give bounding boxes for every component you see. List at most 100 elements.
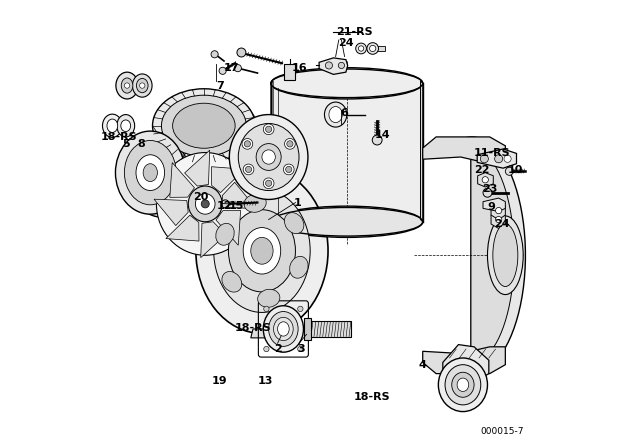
Text: 20: 20 [193, 192, 208, 202]
Text: 17: 17 [224, 63, 239, 73]
Ellipse shape [238, 124, 299, 190]
Polygon shape [491, 211, 506, 228]
Polygon shape [423, 137, 506, 164]
Polygon shape [222, 182, 257, 209]
Polygon shape [170, 163, 195, 198]
Circle shape [284, 164, 294, 175]
Ellipse shape [147, 156, 179, 194]
Ellipse shape [290, 256, 308, 278]
Text: 3: 3 [298, 344, 305, 354]
Circle shape [339, 62, 344, 69]
Text: 1: 1 [293, 198, 301, 207]
Text: 4: 4 [419, 360, 426, 370]
Ellipse shape [271, 68, 423, 99]
Text: 7: 7 [216, 81, 224, 90]
Circle shape [264, 346, 269, 352]
Text: 23: 23 [482, 184, 497, 194]
Circle shape [298, 306, 303, 311]
Polygon shape [491, 202, 506, 220]
Text: 19: 19 [212, 376, 228, 386]
Text: 21-RS: 21-RS [335, 27, 372, 37]
Circle shape [298, 346, 303, 352]
Circle shape [244, 141, 250, 147]
Ellipse shape [269, 311, 298, 346]
Circle shape [264, 306, 269, 311]
Ellipse shape [127, 133, 198, 217]
Ellipse shape [493, 224, 518, 287]
Ellipse shape [214, 189, 310, 312]
Circle shape [266, 126, 272, 133]
Polygon shape [454, 137, 525, 374]
Text: 9: 9 [488, 202, 495, 212]
Circle shape [483, 188, 492, 197]
Polygon shape [305, 318, 311, 340]
Circle shape [325, 62, 333, 69]
Ellipse shape [195, 194, 215, 214]
Circle shape [372, 135, 382, 145]
Text: 18-RS: 18-RS [235, 323, 272, 332]
Polygon shape [166, 215, 199, 241]
Circle shape [245, 166, 252, 172]
Text: 12: 12 [216, 201, 232, 211]
Polygon shape [209, 157, 233, 175]
Polygon shape [251, 329, 273, 338]
Text: 5: 5 [123, 138, 130, 149]
Ellipse shape [196, 168, 328, 333]
Ellipse shape [116, 72, 138, 99]
Circle shape [285, 166, 292, 172]
Polygon shape [443, 345, 489, 381]
Polygon shape [211, 167, 244, 193]
Text: 18-RS: 18-RS [101, 132, 138, 142]
Ellipse shape [152, 89, 255, 163]
Polygon shape [216, 211, 241, 245]
Polygon shape [309, 321, 351, 336]
Ellipse shape [107, 119, 118, 133]
Polygon shape [483, 198, 506, 211]
Circle shape [242, 138, 253, 149]
Ellipse shape [222, 271, 242, 292]
Polygon shape [284, 64, 295, 80]
Ellipse shape [452, 372, 474, 397]
Circle shape [140, 83, 145, 88]
Ellipse shape [121, 78, 133, 93]
Polygon shape [319, 58, 348, 74]
Ellipse shape [329, 107, 342, 123]
Circle shape [358, 46, 364, 51]
Text: 13: 13 [257, 376, 273, 386]
Ellipse shape [173, 103, 235, 148]
Ellipse shape [324, 102, 347, 127]
Circle shape [201, 200, 209, 208]
Ellipse shape [278, 322, 289, 336]
Polygon shape [459, 148, 515, 362]
Ellipse shape [143, 164, 157, 181]
Circle shape [237, 48, 246, 57]
Polygon shape [154, 199, 188, 225]
Ellipse shape [258, 289, 280, 307]
Circle shape [234, 65, 241, 72]
Circle shape [495, 207, 502, 214]
Ellipse shape [263, 306, 303, 352]
Ellipse shape [229, 115, 308, 199]
Circle shape [367, 43, 378, 54]
Circle shape [504, 155, 511, 162]
Text: 24: 24 [338, 38, 353, 48]
Text: 22: 22 [474, 165, 490, 176]
Circle shape [495, 216, 502, 223]
Ellipse shape [216, 224, 234, 245]
Text: 000015-7: 000015-7 [480, 427, 524, 436]
Circle shape [495, 155, 502, 163]
Polygon shape [477, 172, 493, 187]
Polygon shape [184, 150, 210, 186]
Ellipse shape [188, 186, 222, 222]
Polygon shape [201, 222, 226, 258]
Ellipse shape [102, 114, 122, 138]
Ellipse shape [262, 150, 275, 164]
Ellipse shape [445, 365, 481, 405]
Circle shape [287, 141, 293, 147]
Ellipse shape [121, 120, 131, 132]
Ellipse shape [244, 194, 266, 212]
Text: 8: 8 [138, 138, 145, 149]
Text: 24: 24 [494, 219, 510, 229]
Circle shape [356, 43, 367, 54]
Circle shape [124, 83, 130, 88]
